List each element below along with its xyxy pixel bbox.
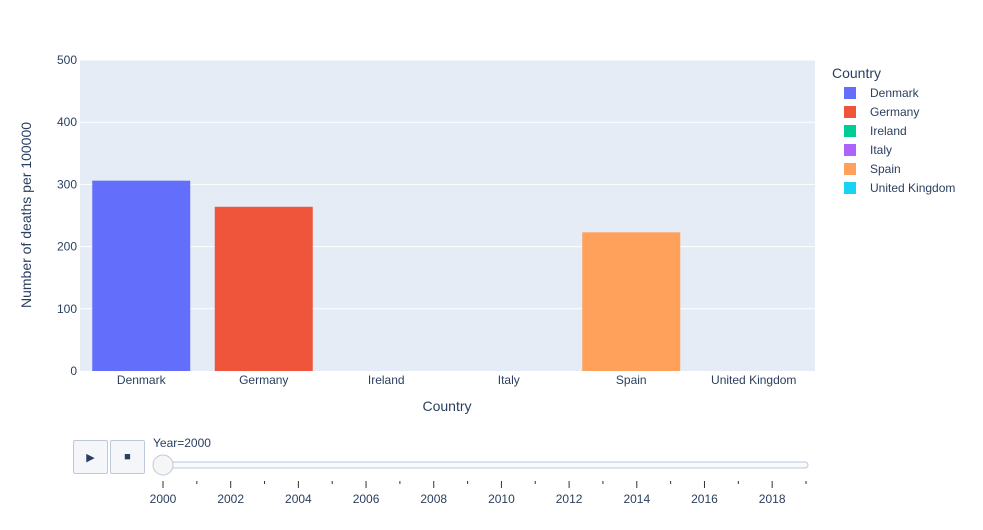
legend-label: Germany xyxy=(870,105,919,119)
legend-label: Ireland xyxy=(870,124,907,138)
legend-swatch xyxy=(844,106,856,118)
legend-item-italy[interactable]: Italy xyxy=(844,143,892,157)
x-tick-label: Denmark xyxy=(117,373,167,387)
slider-tick-label: 2012 xyxy=(556,492,583,506)
stop-button[interactable]: ■ xyxy=(110,440,145,474)
bar-spain[interactable] xyxy=(582,232,681,371)
gridlines xyxy=(80,59,815,310)
slider-current-value: Year=2000 xyxy=(153,436,211,450)
slider-tick-label: 2014 xyxy=(623,492,650,506)
x-tick-label: Italy xyxy=(498,373,520,387)
y-tick-label: 200 xyxy=(57,240,77,254)
legend: Country Denmark Germany Ireland Italy Spain U… xyxy=(832,65,955,195)
slider-tick-label: 2004 xyxy=(285,492,312,506)
stop-icon: ■ xyxy=(124,451,131,463)
legend-label: Denmark xyxy=(870,86,920,100)
legend-swatch xyxy=(844,144,856,156)
slider-tick-label: 2010 xyxy=(488,492,515,506)
legend-item-denmark[interactable]: Denmark xyxy=(844,86,920,100)
legend-title: Country xyxy=(832,65,881,81)
slider-tick-label: 2000 xyxy=(150,492,177,506)
slider-handle[interactable] xyxy=(152,454,174,476)
slider-tick-label: 2002 xyxy=(217,492,244,506)
x-tick-label: United Kingdom xyxy=(711,373,796,387)
legend-item-united-kingdom[interactable]: United Kingdom xyxy=(844,181,955,195)
legend-swatch xyxy=(844,125,856,137)
legend-label: United Kingdom xyxy=(870,181,955,195)
y-tick-label: 500 xyxy=(57,53,77,67)
slider-tick-label: 2006 xyxy=(353,492,380,506)
x-tick-label: Germany xyxy=(239,373,288,387)
legend-item-spain[interactable]: Spain xyxy=(844,162,901,176)
legend-swatch xyxy=(844,87,856,99)
y-tick-label: 300 xyxy=(57,177,77,191)
play-icon: ▶ xyxy=(86,451,95,464)
slider-tick-label: 2018 xyxy=(759,492,786,506)
y-axis-title: Number of deaths per 100000 xyxy=(18,122,34,308)
legend-label: Italy xyxy=(870,143,892,157)
year-slider[interactable]: Year=2000 2000 2002 2004 2006 2008 2010 2012 20… xyxy=(150,436,809,506)
bar-denmark[interactable] xyxy=(92,180,191,371)
slider-tick-label: 2016 xyxy=(691,492,718,506)
y-axis-ticks: 0 100 200 300 400 500 xyxy=(57,53,77,378)
legend-item-germany[interactable]: Germany xyxy=(844,105,919,119)
legend-swatch xyxy=(844,182,856,194)
x-axis-title: Country xyxy=(422,398,471,414)
bar-germany[interactable] xyxy=(214,206,313,371)
slider-ticks: 2000 2002 2004 2006 2008 2010 2012 2014 2016 2018 xyxy=(150,481,807,506)
x-axis-ticks: Denmark Germany Ireland Italy Spain United Ki… xyxy=(117,373,797,387)
x-tick-label: Spain xyxy=(616,373,647,387)
x-tick-label: Ireland xyxy=(368,373,405,387)
legend-swatch xyxy=(844,163,856,175)
y-tick-label: 400 xyxy=(57,115,77,129)
plot-area xyxy=(80,60,815,371)
y-tick-label: 0 xyxy=(70,364,77,378)
y-tick-label: 100 xyxy=(57,302,77,316)
play-button[interactable]: ▶ xyxy=(73,440,108,474)
legend-label: Spain xyxy=(870,162,901,176)
bars xyxy=(92,180,681,371)
slider-rail[interactable] xyxy=(157,461,809,469)
legend-item-ireland[interactable]: Ireland xyxy=(844,124,907,138)
slider-tick-label: 2008 xyxy=(420,492,447,506)
